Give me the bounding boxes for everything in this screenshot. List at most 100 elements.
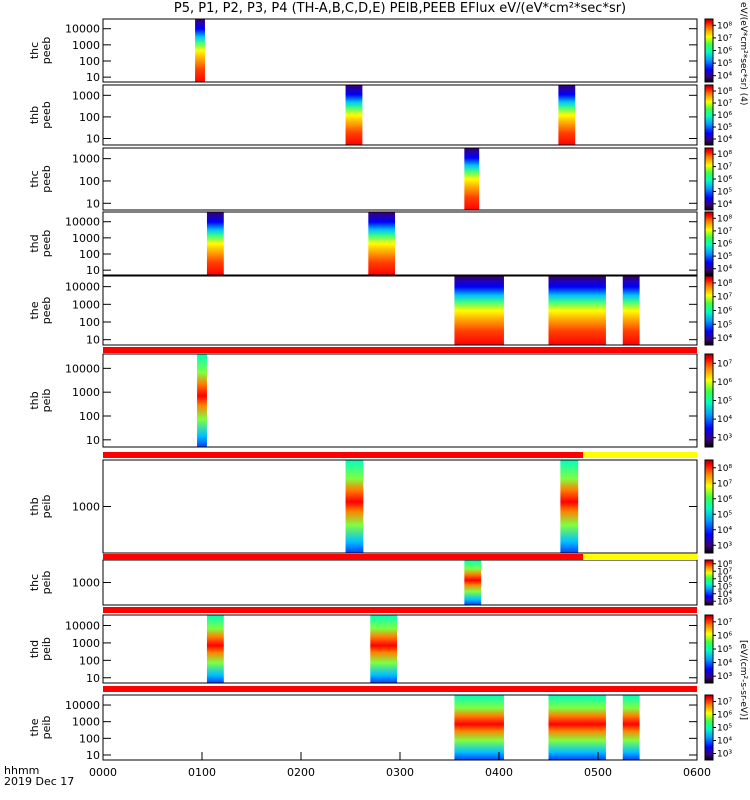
cb-label-2-3: 10⁷ (717, 163, 732, 173)
data-interval-7-0 (464, 560, 482, 605)
ytick-label-4-2: 1000 (72, 298, 100, 311)
footer-date-label: 2019 Dec 17 (4, 775, 75, 788)
panel-instrument-7: peib (40, 571, 53, 595)
ytick-label-2-2: 1000 (72, 153, 100, 166)
panel-instrument-6: peib (40, 495, 53, 519)
mode-bar-2-0 (103, 554, 584, 560)
ytick-label-7-0: 1000 (72, 577, 100, 590)
cb-label-1-3: 10⁷ (717, 99, 732, 109)
colorbar-7 (704, 559, 714, 606)
data-interval-2-0 (464, 148, 480, 210)
colorbar-title-bottom: [eV/(cm²-s-sr-eV)] (738, 640, 748, 721)
colorbar-5 (704, 353, 714, 448)
data-interval-1-0 (345, 85, 363, 145)
ytick-label-9-0: 10 (86, 749, 100, 762)
cb-label-4-4: 10⁸ (717, 279, 732, 289)
colorbar-9 (704, 694, 714, 761)
panel-label-6: thbpeib (28, 495, 53, 519)
panel-instrument-8: peib (40, 637, 53, 661)
cb-label-6-0: 10³ (717, 541, 732, 551)
panel-frame-0 (102, 18, 698, 83)
xtick-label-4: 0400 (485, 766, 513, 779)
panel-label-7: thcpeib (28, 571, 53, 595)
xtick-label-5: 0500 (584, 766, 612, 779)
ytick-label-4-0: 10 (86, 334, 100, 347)
panel-instrument-3: peeb (40, 230, 53, 258)
ytick-label-0-0: 10 (86, 71, 100, 84)
data-interval-8-0 (206, 615, 224, 683)
mode-bar-3-0 (103, 607, 697, 613)
cb-label-0-4: 10⁸ (717, 21, 732, 31)
cb-label-2-1: 10⁵ (717, 187, 732, 197)
cb-label-7-5: 10⁸ (717, 560, 732, 570)
ytick-label-9-2: 1000 (72, 716, 100, 729)
ytick-label-9-3: 10000 (65, 699, 100, 712)
data-interval-3-1 (368, 212, 396, 275)
cb-label-4-2: 10⁶ (717, 307, 732, 317)
cb-label-2-0: 10⁴ (717, 200, 732, 210)
mode-bar-2-1 (583, 554, 697, 560)
cb-label-7-3: 10⁶ (717, 575, 732, 585)
ytick-label-4-1: 100 (79, 316, 100, 329)
ytick-label-3-1: 100 (79, 248, 100, 261)
cb-label-5-2: 10⁵ (717, 397, 732, 407)
ytick-label-2-0: 10 (86, 197, 100, 210)
cb-label-9-0: 10³ (717, 750, 732, 760)
cb-label-6-2: 10⁵ (717, 510, 732, 520)
colorbar-1 (704, 84, 714, 146)
panel-probe-6: thb (28, 497, 41, 515)
cb-label-4-3: 10⁷ (717, 293, 732, 303)
footer: hhmm 2019 Dec 17 (4, 765, 74, 787)
cb-label-9-1: 10⁴ (717, 737, 732, 747)
panel-label-0: thcpeeb (28, 37, 53, 65)
ytick-label-8-2: 1000 (72, 637, 100, 650)
cb-label-7-1: 10⁴ (717, 590, 732, 600)
cb-label-4-1: 10⁵ (717, 320, 732, 330)
xtick-label-2: 0200 (287, 766, 315, 779)
cb-label-8-2: 10⁵ (717, 645, 732, 655)
colorbar-3 (704, 211, 714, 276)
xtick-label-0: 0000 (89, 766, 117, 779)
mode-bar-1-0 (103, 452, 584, 458)
data-interval-8-1 (370, 615, 398, 683)
cb-label-6-4: 10⁷ (717, 479, 732, 489)
cb-label-6-5: 10⁸ (717, 464, 732, 474)
panel-label-4: thepeeb (28, 297, 53, 325)
data-interval-5-0 (197, 354, 207, 447)
ytick-label-3-3: 10000 (65, 216, 100, 229)
panels-group: 10100100010000thcpeeb10⁴10⁵10⁶10⁷10⁸1010… (28, 18, 732, 762)
cb-label-3-3: 10⁷ (717, 227, 732, 237)
panel-probe-8: thd (28, 640, 41, 658)
cb-label-0-0: 10⁴ (717, 72, 732, 82)
panel-label-2: thcpeeb (28, 165, 53, 193)
cb-label-1-2: 10⁶ (717, 111, 732, 121)
panel-frame-6 (102, 459, 698, 554)
xtick-label-3: 0300 (386, 766, 414, 779)
ytick-label-3-0: 10 (86, 264, 100, 277)
panel-probe-3: thd (28, 234, 41, 252)
panel-label-8: thdpeib (28, 637, 53, 661)
panel-probe-2: thc (28, 170, 41, 187)
cb-label-3-1: 10⁵ (717, 252, 732, 262)
cb-label-7-2: 10⁵ (717, 582, 732, 592)
panel-frame-9 (102, 694, 698, 761)
panel-label-5: thbpeib (28, 389, 53, 413)
cb-label-8-0: 10³ (717, 672, 732, 682)
ytick-label-3-2: 1000 (72, 232, 100, 245)
ytick-label-0-1: 100 (79, 55, 100, 68)
cb-label-9-4: 10⁷ (717, 698, 732, 708)
panel-frame-4 (102, 275, 698, 346)
cb-label-1-4: 10⁸ (717, 87, 732, 97)
ytick-label-5-3: 10000 (65, 362, 100, 375)
panel-instrument-9: peib (40, 716, 53, 740)
cb-label-1-1: 10⁵ (717, 123, 732, 133)
chart-title: P5, P1, P2, P3, P4 (TH-A,B,C,D,E) PEIB,P… (173, 1, 627, 16)
colorbar-title-top: eV/(eV*cm²*sec*sr) (4) (738, 2, 748, 106)
data-interval-9-1 (548, 695, 606, 760)
ytick-label-1-0: 10 (86, 132, 100, 145)
ytick-label-5-2: 1000 (72, 386, 100, 399)
panel-probe-9: the (28, 718, 41, 736)
cb-label-9-3: 10⁶ (717, 711, 732, 721)
cb-label-0-1: 10⁵ (717, 59, 732, 69)
